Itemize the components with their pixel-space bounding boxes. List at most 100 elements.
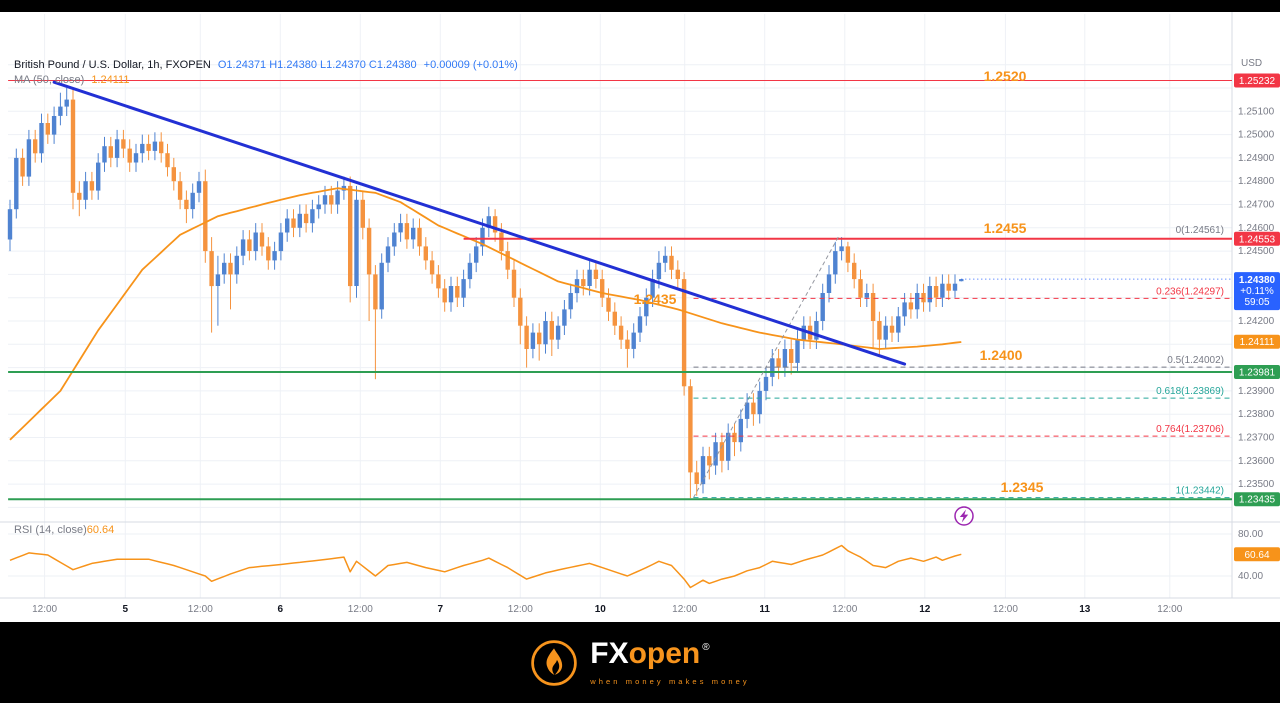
- candle-body: [442, 288, 447, 303]
- time-axis[interactable]: 12:00 5 12:00 6 12:00 7 12:00 10 12:00 11 12:00 12 1…: [32, 604, 1183, 615]
- candle-body: [373, 274, 378, 310]
- pane-separators: [0, 12, 1280, 599]
- price-tick: 1.24800: [1238, 176, 1275, 187]
- time-tick: 12:00: [508, 604, 533, 615]
- price-badge: 60.64: [1234, 547, 1280, 562]
- fib-level-label: 0.236(1.24297): [1156, 286, 1224, 297]
- fib-level-label: 0.764(1.23706): [1156, 424, 1224, 435]
- candle-body: [14, 157, 19, 210]
- candle-body: [492, 216, 498, 233]
- candle-body: [644, 297, 649, 317]
- lightning-icon[interactable]: [954, 506, 974, 526]
- candle-body: [228, 262, 233, 275]
- price-level-label: 1.2400: [980, 347, 1023, 363]
- candle-body: [436, 274, 441, 289]
- candle-body: [77, 192, 82, 200]
- candle-body: [7, 209, 13, 240]
- candle-body: [883, 325, 888, 340]
- candle-body: [896, 316, 901, 333]
- ohlc-values: O1.24371 H1.24380 L1.24370 C1.24380: [217, 59, 417, 71]
- price-badge: 1.25232: [1234, 73, 1280, 88]
- fib-level-label: 1(1.23442): [1176, 486, 1224, 497]
- candle-body: [159, 141, 164, 154]
- price-axis[interactable]: 1.25100 1.25000 1.24900 1.24800 1.24700 1.246…: [1238, 106, 1275, 582]
- candle-body: [291, 218, 296, 228]
- candle-body: [858, 279, 863, 298]
- candle-body: [631, 332, 636, 349]
- price-badge: 1.23981: [1234, 365, 1280, 379]
- candle-body: [429, 260, 435, 275]
- candle-body: [499, 232, 504, 252]
- candle-body: [625, 339, 630, 349]
- candle-body: [606, 297, 611, 312]
- candle-body: [310, 209, 315, 224]
- rsi-indicator-value: 60.64: [86, 524, 115, 536]
- candle-body: [215, 274, 221, 286]
- candle-body: [952, 283, 958, 291]
- candle-body: [259, 232, 265, 247]
- candle-body: [335, 190, 340, 205]
- candle-body: [26, 139, 32, 177]
- candle-body: [795, 339, 800, 363]
- ma-indicator-label[interactable]: MA (50, close): [14, 74, 85, 86]
- candle-body: [637, 316, 643, 333]
- rsi-indicator-label[interactable]: RSI (14, close): [14, 524, 87, 536]
- candle-body: [562, 309, 567, 326]
- candle-body: [518, 297, 523, 326]
- candle-body: [51, 116, 57, 135]
- svg-text:59:05: 59:05: [1244, 297, 1269, 308]
- candle-body: [39, 123, 44, 154]
- candle-body: [278, 232, 284, 252]
- candle-body: [713, 442, 718, 466]
- candle-body: [303, 213, 309, 224]
- candle-body: [543, 321, 548, 345]
- logo-fx-text: FX: [590, 637, 629, 670]
- svg-text:60.64: 60.64: [1244, 550, 1269, 561]
- candle-body: [411, 227, 416, 240]
- time-tick: 11: [759, 604, 770, 615]
- descending-trendline[interactable]: [52, 80, 907, 366]
- candle-body: [45, 123, 50, 135]
- svg-text:1.24380: 1.24380: [1239, 275, 1276, 286]
- time-tick: 12:00: [32, 604, 57, 615]
- candle-body: [537, 332, 542, 345]
- time-tick: 12:00: [348, 604, 373, 615]
- time-tick: 7: [438, 604, 444, 615]
- candle-body: [530, 332, 536, 349]
- price-tick: 1.23500: [1238, 479, 1275, 490]
- price-tick: 1.24500: [1238, 246, 1275, 257]
- candle-body: [385, 246, 391, 263]
- candle-body: [719, 442, 725, 461]
- candle-body: [417, 227, 422, 247]
- candle-body: [266, 246, 271, 261]
- candle-body: [360, 199, 365, 228]
- candle-body: [272, 251, 277, 261]
- ma50-line: [9, 187, 962, 441]
- candle-body: [114, 139, 120, 158]
- candle-body: [240, 239, 246, 256]
- logo-tagline: when money makes money: [590, 677, 750, 686]
- candle-body: [593, 269, 599, 279]
- candle-body: [555, 325, 561, 340]
- candle-body: [814, 321, 819, 340]
- candle-body: [253, 232, 258, 252]
- candle-body: [864, 293, 869, 298]
- candle-body: [455, 286, 460, 298]
- candle-body: [196, 181, 202, 193]
- candle-body: [234, 255, 239, 275]
- ma-indicator-value: 1.24111: [91, 74, 130, 86]
- svg-text:1.23981: 1.23981: [1239, 368, 1276, 379]
- candle-body: [171, 167, 176, 182]
- candle-body: [64, 99, 69, 107]
- symbol-title[interactable]: British Pound / U.S. Dollar, 1h, FXOPEN: [14, 59, 211, 71]
- candle-body: [675, 269, 680, 279]
- time-tick: 12:00: [1157, 604, 1182, 615]
- price-badge: 1.24553: [1234, 231, 1280, 246]
- price-chart-canvas[interactable]: 0(1.24561) 0.236(1.24297) 0.5(1.24002) 0.61…: [0, 0, 1280, 622]
- candle-body: [839, 246, 844, 252]
- candle-body: [700, 456, 706, 485]
- candle-body: [146, 143, 151, 151]
- svg-text:1.25232: 1.25232: [1239, 76, 1276, 87]
- candle-body: [688, 386, 693, 473]
- candle-body: [70, 99, 76, 193]
